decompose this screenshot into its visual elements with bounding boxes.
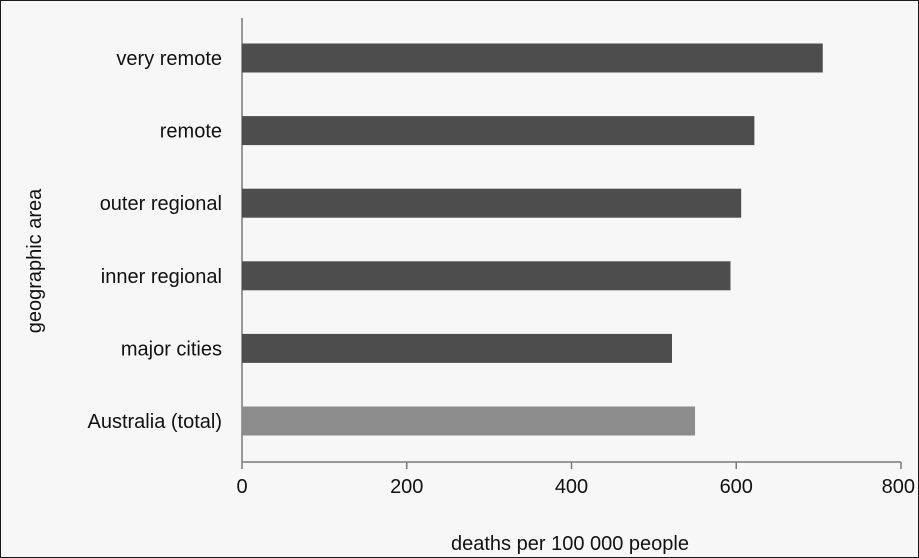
category-label-major-cities: major cities — [121, 338, 222, 360]
bar-inner-regional — [242, 261, 731, 291]
x-ticks-group: 0 200 400 600 800 — [236, 462, 915, 498]
bar-very-remote — [242, 43, 823, 73]
bar-remote — [242, 116, 755, 146]
category-label-australia-total: Australia (total) — [88, 411, 223, 433]
plot-area: very remote remote outer regional inner reg… — [88, 18, 915, 498]
category-label-very-remote: very remote — [116, 48, 222, 70]
x-tick-label-200: 200 — [390, 476, 423, 498]
x-axis-title: deaths per 100 000 people — [451, 533, 689, 555]
category-label-remote: remote — [160, 121, 222, 143]
x-tick-label-600: 600 — [720, 476, 753, 498]
y-axis-title: geographic area — [24, 188, 46, 333]
bar-outer-regional — [242, 188, 742, 218]
x-tick-label-800: 800 — [882, 476, 915, 498]
bar-major-cities — [242, 333, 672, 363]
category-label-inner-regional: inner regional — [101, 266, 222, 288]
bar-australia-total — [242, 406, 696, 436]
category-label-outer-regional: outer regional — [100, 193, 222, 215]
bars-group — [242, 43, 823, 436]
category-labels-group: very remote remote outer regional inner reg… — [88, 48, 223, 433]
x-tick-label-0: 0 — [236, 476, 247, 498]
x-tick-label-400: 400 — [555, 476, 588, 498]
